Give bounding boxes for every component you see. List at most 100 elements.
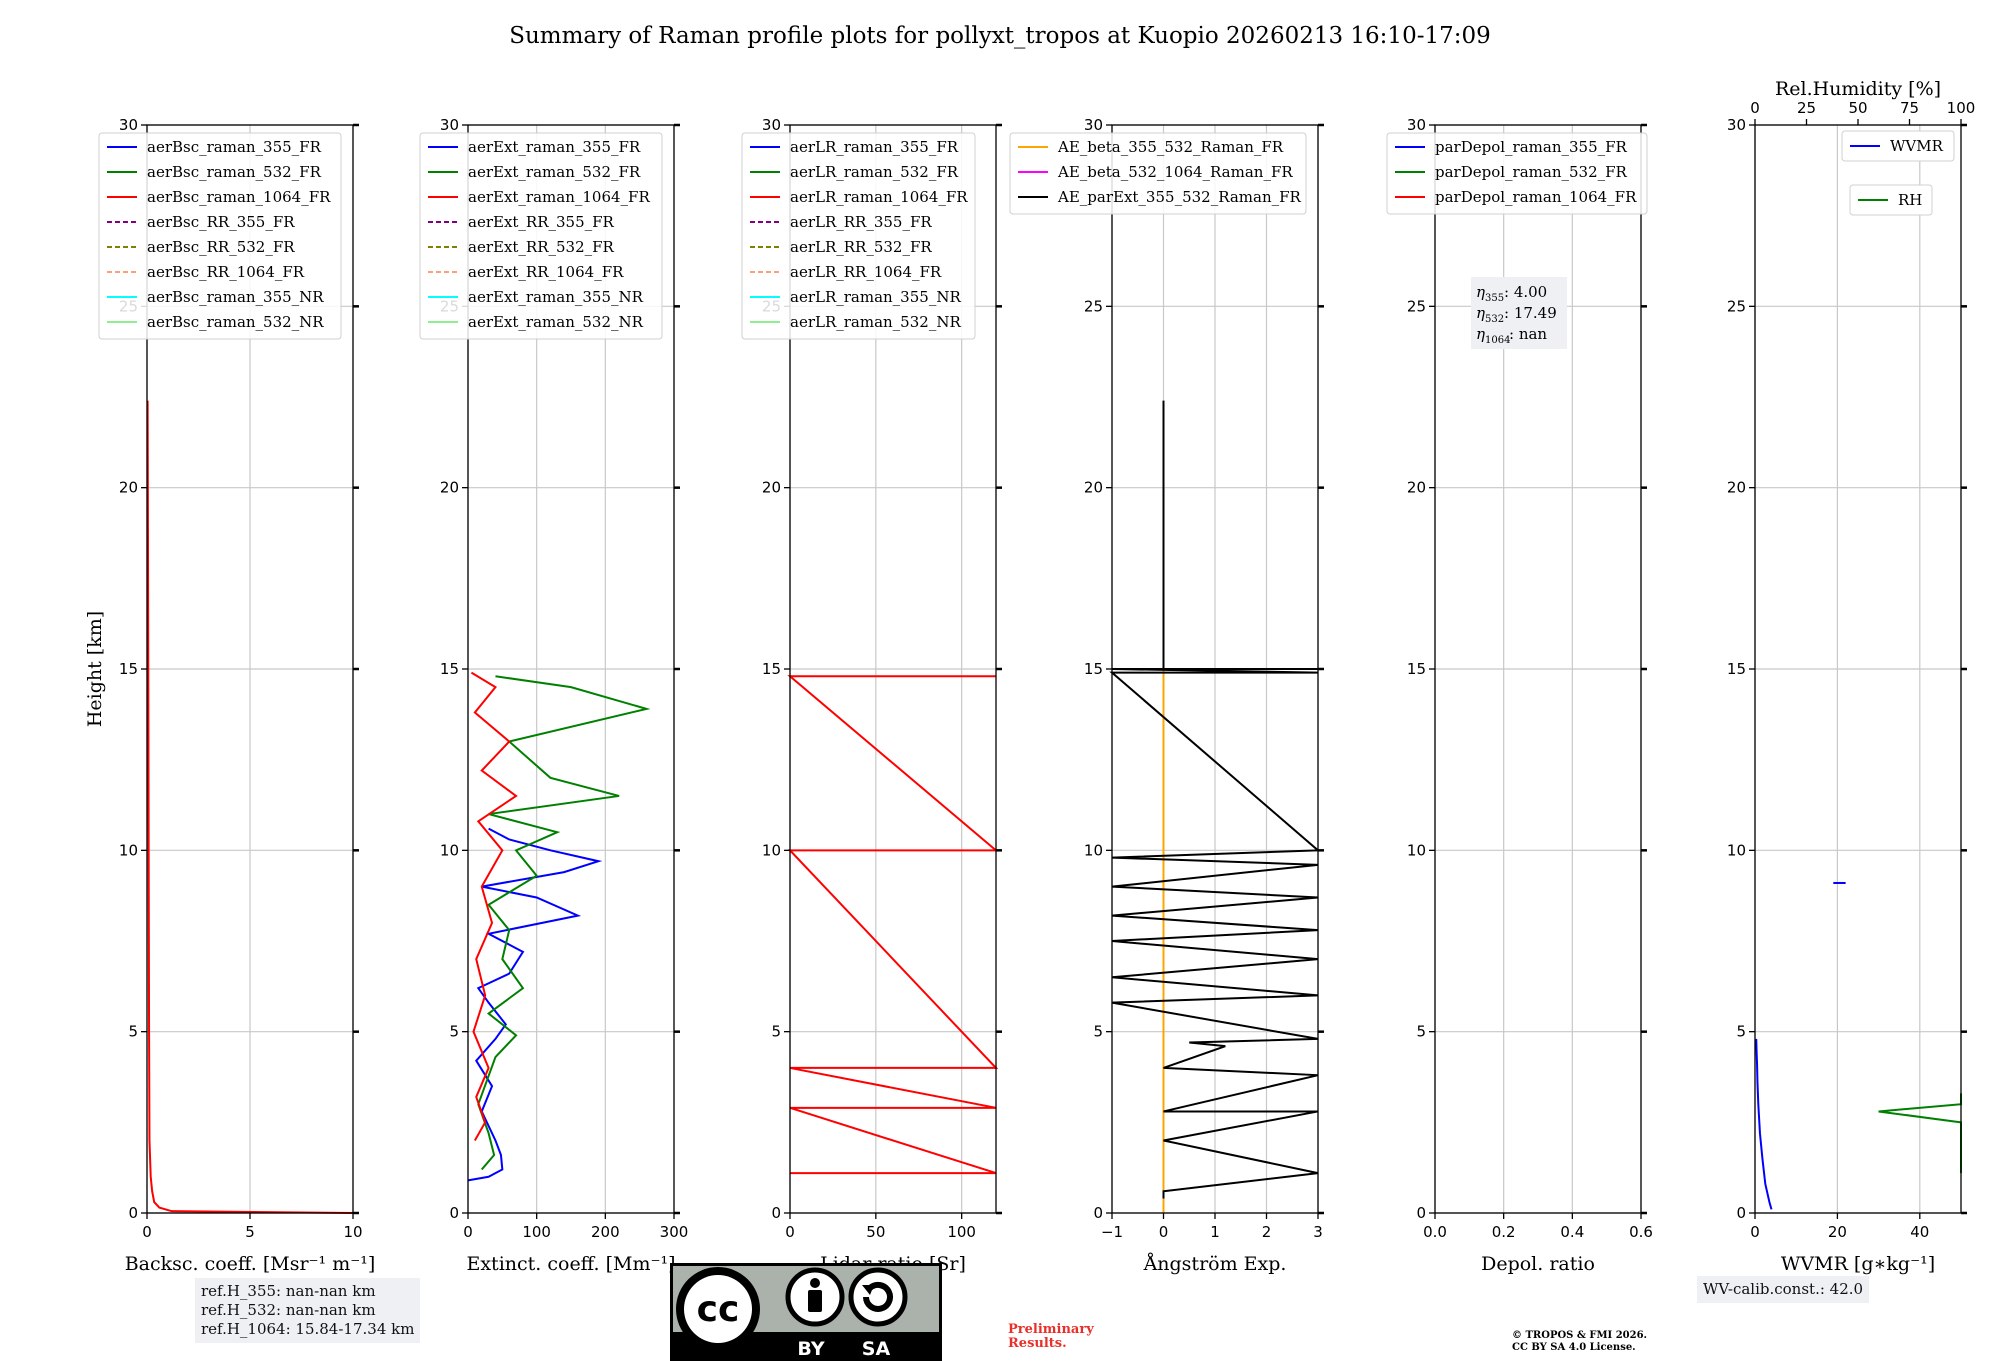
y-tick-label: 20 bbox=[119, 479, 138, 497]
legend: aerExt_raman_355_FR aerExt_raman_532_FRae… bbox=[419, 132, 663, 340]
y-tick-label: 20 bbox=[762, 479, 781, 497]
y-tick-label: 5 bbox=[128, 1023, 138, 1041]
y-tick-label: 15 bbox=[1084, 660, 1103, 678]
legend-label: aerExt_raman_355_NR bbox=[468, 288, 644, 306]
legend-label: aerExt_raman_355_FR bbox=[468, 138, 641, 156]
eta-value: : 4.00 bbox=[1504, 283, 1547, 301]
top-x-tick-label: 75 bbox=[1900, 99, 1919, 117]
legend-label: aerLR_raman_1064_FR bbox=[790, 188, 968, 206]
x-tick-label: 0 bbox=[1750, 1223, 1760, 1241]
wv-calib-box: WV-calib.const.: 42.0 bbox=[1697, 1276, 1870, 1303]
series-line-WVMR bbox=[1755, 1038, 1773, 1210]
preliminary-line1: Preliminary bbox=[1008, 1322, 1094, 1337]
legend-rh-box bbox=[1849, 184, 1933, 216]
panel-depol: 0.0 0.2 0.4 0.6 0 5 10 15 20 25 30 Depol. ratio parD… bbox=[1386, 116, 1653, 1275]
legend-label: aerLR_raman_532_FR bbox=[790, 163, 959, 181]
legend-label: aerBsc_raman_1064_FR bbox=[147, 188, 331, 206]
eta-annotation-bg bbox=[1471, 277, 1567, 349]
copyright-line2: CC BY SA 4.0 License. bbox=[1512, 1342, 1636, 1353]
eta-symbol: η bbox=[1476, 304, 1485, 322]
y-tick-label: 10 bbox=[1727, 841, 1746, 859]
y-tick-label: 5 bbox=[1736, 1023, 1746, 1041]
eta-value: : 17.49 bbox=[1504, 304, 1557, 322]
y-tick-label: 20 bbox=[1084, 479, 1103, 497]
x-tick-label: 10 bbox=[343, 1223, 362, 1241]
y-tick-label: 0 bbox=[771, 1204, 781, 1222]
copyright-line1: © TROPOS & FMI 2026. bbox=[1512, 1330, 1648, 1341]
legend-label: aerBsc_raman_355_NR bbox=[147, 288, 324, 306]
sa-arrow-head bbox=[862, 1285, 874, 1295]
eta-annotation-box: η 355: 4.00η 532: 17.49η 1064: nan bbox=[1471, 277, 1567, 349]
x-tick-label: 0 bbox=[142, 1223, 152, 1241]
x-tick-label: 0 bbox=[463, 1223, 473, 1241]
y-tick-label: 10 bbox=[440, 841, 459, 859]
y-axis-label: Height [km] bbox=[84, 611, 106, 727]
cc-sa-label: SA bbox=[862, 1338, 891, 1360]
legend-label: aerExt_raman_532_NR bbox=[468, 313, 644, 331]
legend-label: aerLR_raman_532_NR bbox=[790, 313, 961, 331]
y-tick-label: 25 bbox=[1407, 297, 1426, 315]
legend: parDepol_raman_355_FR parDepol_raman_532_… bbox=[1386, 132, 1648, 215]
cc-logo-text: cc bbox=[697, 1289, 740, 1330]
series-line-aerBsc_raman_1064_FR bbox=[146, 400, 354, 1214]
preliminary-line2: Results. bbox=[1008, 1336, 1067, 1351]
wv-calib-const: WV-calib.const.: 42.0 bbox=[1703, 1280, 1864, 1298]
panel-wvmr: 0 20 40 0 5 10 15 20 25 30 WVMR [g∗kg⁻¹] 0 25 50 75 100… bbox=[1727, 78, 1975, 1275]
eta-subscript: 532 bbox=[1485, 314, 1504, 325]
panel-extinction: 0100200300051015202530Extinct. coeff. [M… bbox=[419, 116, 688, 1275]
x-tick-label: −1 bbox=[1101, 1223, 1123, 1241]
y-tick-label: 5 bbox=[1416, 1023, 1426, 1041]
ref-h-1064: ref.H_1064: 15.84-17.34 km bbox=[201, 1320, 415, 1338]
y-tick-label: 25 bbox=[1084, 297, 1103, 315]
y-tick-label: 10 bbox=[1407, 841, 1426, 859]
legend-label: aerBsc_raman_532_FR bbox=[147, 163, 322, 181]
panel-lidar_ratio: 050100051015202530Lidar ratio [Sr]aerLR_… bbox=[741, 116, 1002, 1275]
y-tick-label: 10 bbox=[1084, 841, 1103, 859]
y-tick-label: 20 bbox=[1727, 479, 1746, 497]
legend-label: parDepol_raman_532_FR bbox=[1435, 163, 1628, 181]
legend-label: parDepol_raman_355_FR bbox=[1435, 138, 1628, 156]
by-person-head bbox=[810, 1278, 820, 1288]
x-tick-label: 0.0 bbox=[1423, 1223, 1447, 1241]
x-axis-label: Extinct. coeff. [Mm⁻¹] bbox=[466, 1253, 675, 1275]
y-tick-label: 5 bbox=[771, 1023, 781, 1041]
legend-label: parDepol_raman_1064_FR bbox=[1435, 188, 1637, 206]
legend-label: aerLR_raman_355_FR bbox=[790, 138, 959, 156]
cc-license-logo: cc BY SA bbox=[670, 1263, 942, 1361]
x-tick-label: 100 bbox=[522, 1223, 551, 1241]
x-tick-label: 0.4 bbox=[1560, 1223, 1584, 1241]
y-tick-label: 5 bbox=[1093, 1023, 1103, 1041]
legend-label: aerLR_raman_355_NR bbox=[790, 288, 961, 306]
legend-label: aerBsc_RR_1064_FR bbox=[147, 263, 305, 281]
x-tick-label: 0 bbox=[1159, 1223, 1169, 1241]
legend-box bbox=[98, 132, 342, 340]
eta-value: : nan bbox=[1509, 325, 1547, 343]
ref-h-355: ref.H_355: nan-nan km bbox=[201, 1282, 376, 1300]
x-tick-label: 100 bbox=[947, 1223, 976, 1241]
y-tick-label: 30 bbox=[1727, 116, 1746, 134]
panel-backscatter: 0510051015202530Backsc. coeff. [Msr⁻¹ m⁻… bbox=[84, 116, 375, 1275]
legend-label: aerExt_RR_355_FR bbox=[468, 213, 615, 231]
preliminary-results-note: Preliminary Results. bbox=[1008, 1323, 1094, 1351]
legend-box bbox=[419, 132, 663, 340]
eta-subscript: 1064 bbox=[1485, 335, 1510, 346]
series-line-aerExt_raman_355_FR bbox=[467, 827, 603, 1182]
y-tick-label: 15 bbox=[1727, 660, 1746, 678]
legend-wvmr-box bbox=[1841, 130, 1955, 162]
x-tick-label: 2 bbox=[1262, 1223, 1272, 1241]
x-axis-label: Ångström Exp. bbox=[1143, 1253, 1287, 1275]
sa-sharealike-icon bbox=[848, 1267, 908, 1327]
top-x-tick-label: 100 bbox=[1947, 99, 1976, 117]
x-axis-label: Backsc. coeff. [Msr⁻¹ m⁻¹] bbox=[125, 1253, 376, 1275]
by-person-body bbox=[808, 1290, 822, 1312]
cc-by-label: BY bbox=[797, 1338, 824, 1360]
y-tick-label: 30 bbox=[1407, 116, 1426, 134]
eta-symbol: η bbox=[1476, 325, 1485, 343]
reference-height-box: ref.H_355: nan-nan km ref.H_532: nan-nan… bbox=[195, 1278, 421, 1343]
top-x-axis-label: Rel.Humidity [%] bbox=[1775, 78, 1941, 100]
y-tick-label: 0 bbox=[449, 1204, 459, 1222]
series-line-aerExt_raman_532_FR bbox=[477, 675, 651, 1171]
legend-label: aerLR_RR_355_FR bbox=[790, 213, 932, 231]
y-tick-label: 5 bbox=[449, 1023, 459, 1041]
x-tick-label: 0.6 bbox=[1629, 1223, 1653, 1241]
